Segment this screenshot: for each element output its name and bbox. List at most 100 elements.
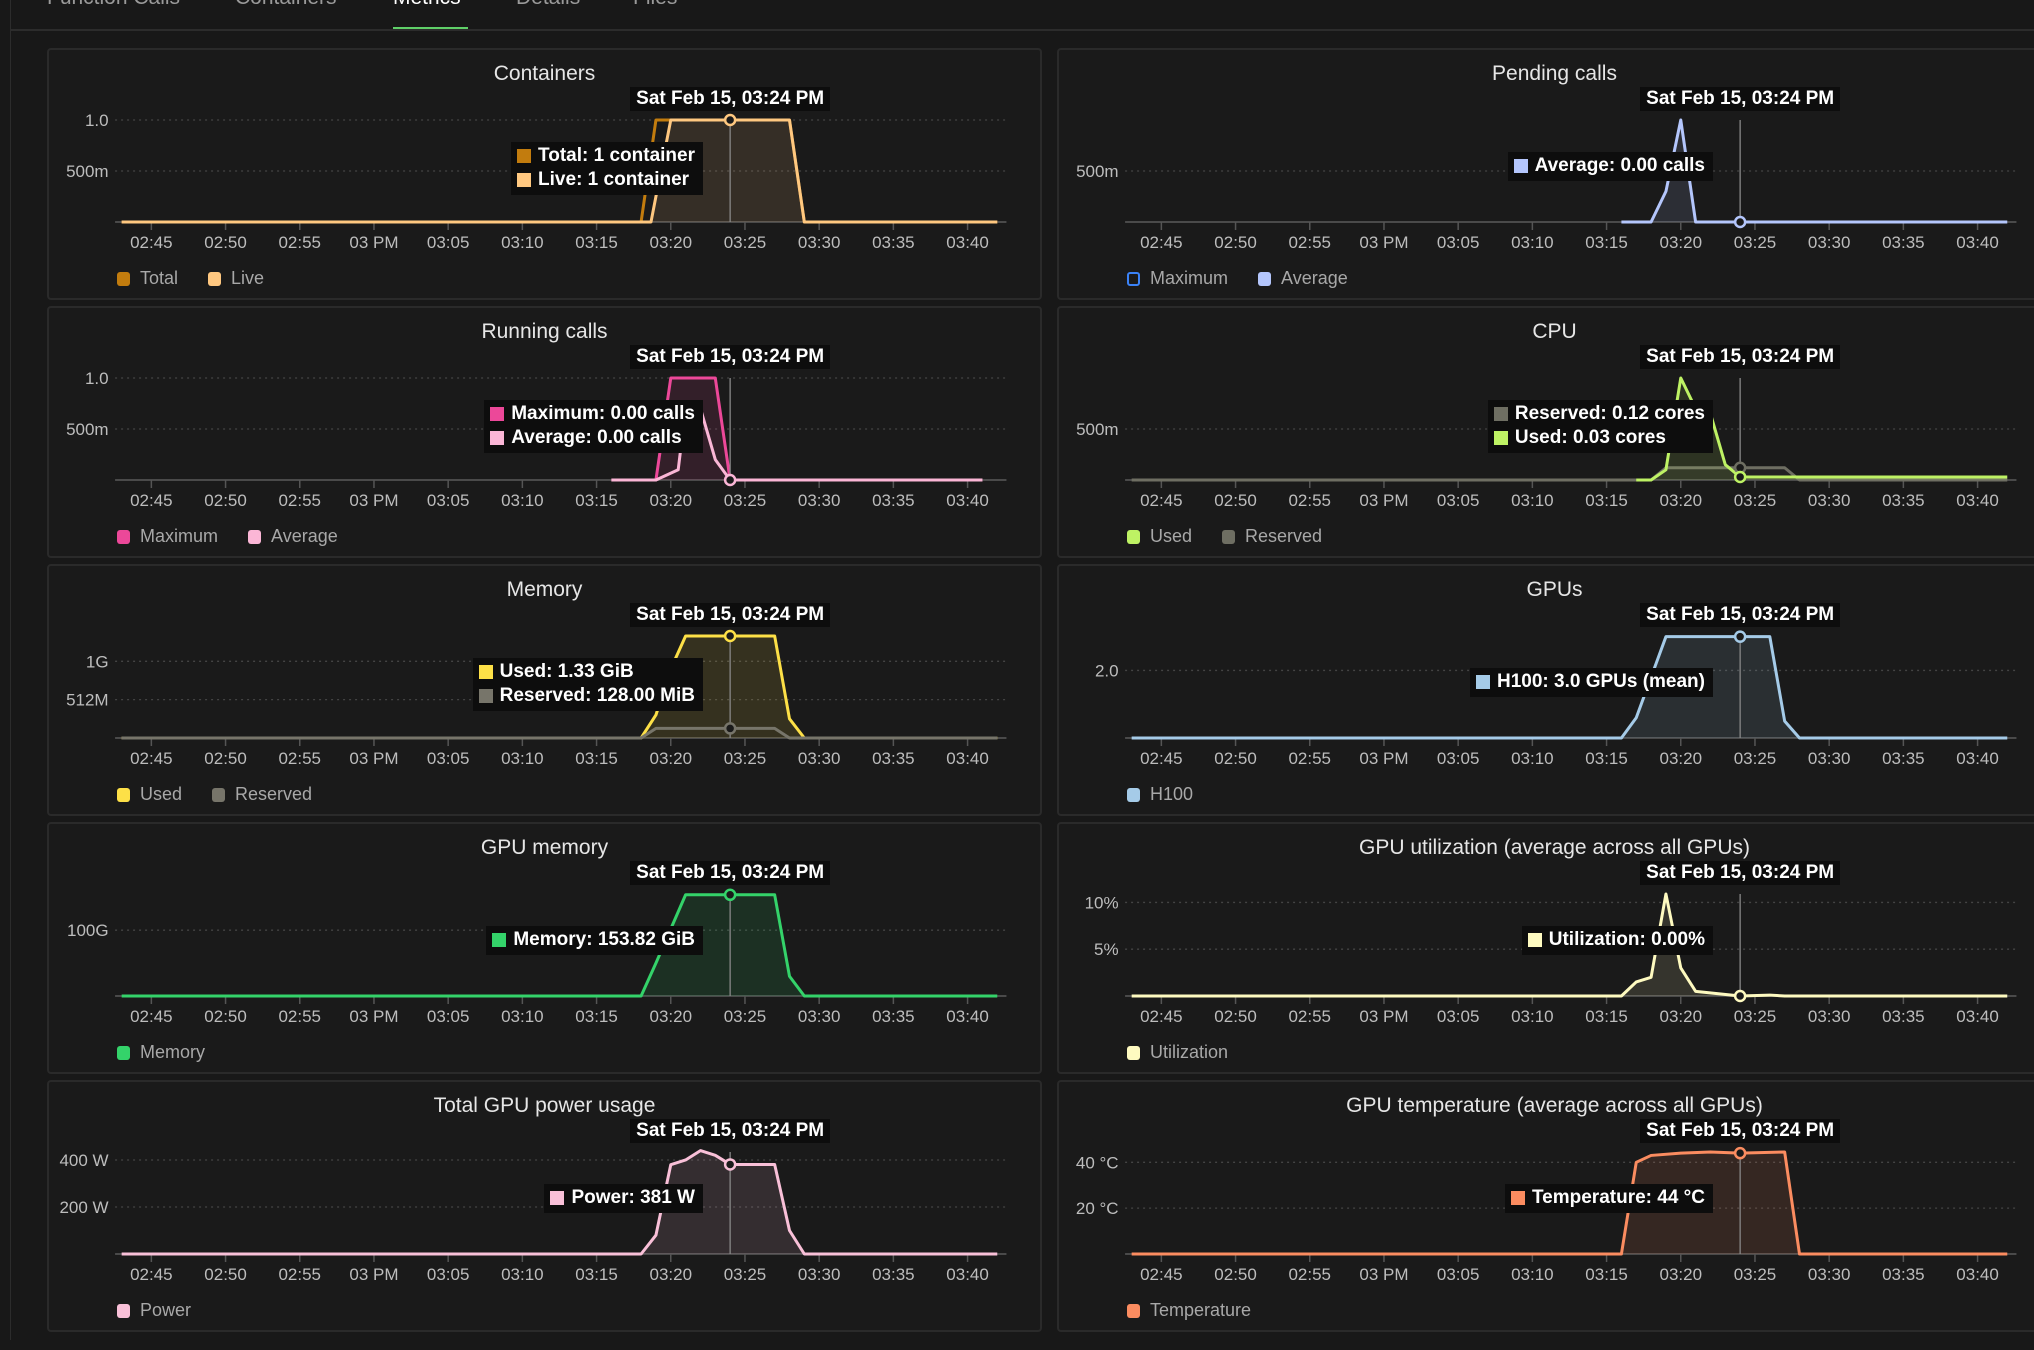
legend-swatch (1127, 529, 1140, 544)
y-tick-label: 40 °C (1076, 1153, 1119, 1172)
x-tick-label: 02:45 (1140, 749, 1183, 768)
chart-panel: Total GPU power usage 400 W 200 W 02:45 02:5… (47, 1080, 1042, 1332)
tooltip-line: Average: 0.00 calls (490, 426, 695, 450)
legend-label: Used (1150, 526, 1193, 546)
legend-label: Total (140, 268, 179, 288)
legend-item[interactable]: Utilization (1127, 1042, 1228, 1063)
y-tick-label: 200 W (59, 1198, 108, 1217)
cursor-marker (723, 888, 737, 902)
tooltip-line: H100: 3.0 GPUs (mean) (1475, 670, 1705, 694)
x-tick-label: 03 PM (349, 1265, 398, 1284)
tab-files[interactable]: Files (633, 0, 677, 10)
x-tick-label: 03:15 (575, 1265, 618, 1284)
tooltip-line: Power: 381 W (550, 1186, 695, 1210)
legend-item[interactable]: Temperature (1127, 1300, 1251, 1321)
x-tick-label: 03 PM (349, 749, 398, 768)
legend-item[interactable]: Used (117, 784, 182, 805)
cursor-marker (723, 1158, 737, 1171)
x-tick-label: 03:35 (872, 1265, 915, 1284)
x-tick-label: 02:45 (130, 491, 173, 510)
x-tick-label: 03 PM (349, 1007, 398, 1026)
tooltip-text: Used: 0.03 cores (1514, 427, 1666, 448)
legend-item[interactable]: Maximum (1127, 268, 1228, 289)
x-tick-label: 02:50 (204, 749, 247, 768)
x-tick-label: 03:05 (427, 233, 470, 252)
chart-tooltip: Memory: 153.82 GiB (486, 926, 703, 955)
x-tick-label: 02:55 (1288, 749, 1331, 768)
x-tick-label: 03 PM (1359, 491, 1408, 510)
x-tick-label: 03:05 (427, 491, 470, 510)
x-tick-label: 03:20 (1659, 233, 1702, 252)
legend-item[interactable]: Live (208, 268, 264, 289)
cursor-time-label: Sat Feb 15, 03:24 PM (1640, 345, 1841, 369)
legend-item[interactable]: Power (117, 1300, 191, 1321)
legend-item[interactable]: Used (1127, 526, 1192, 547)
legend-label: Maximum (140, 526, 219, 546)
legend-item[interactable]: Reserved (1222, 526, 1322, 547)
y-tick-label: 10% (1085, 893, 1119, 912)
tab-details[interactable]: Details (516, 0, 580, 10)
x-tick-label: 03:05 (1437, 749, 1480, 768)
chart-tooltip: Utilization: 0.00% (1521, 926, 1713, 955)
legend-item[interactable]: Average (1258, 268, 1348, 289)
x-tick-label: 03:15 (575, 233, 618, 252)
x-tick-label: 02:55 (278, 1007, 321, 1026)
x-tick-label: 02:55 (1288, 233, 1331, 252)
legend-item[interactable]: H100 (1127, 784, 1193, 805)
y-tick-label: 5% (1094, 940, 1119, 959)
x-tick-label: 03:25 (724, 491, 767, 510)
legend-label: Utilization (1150, 1042, 1229, 1062)
legend-item[interactable]: Total (117, 268, 178, 289)
legend-label: Power (140, 1300, 192, 1320)
tooltip-line: Maximum: 0.00 calls (490, 402, 695, 426)
chart-title: GPU temperature (average across all GPUs… (1346, 1094, 1763, 1117)
legend-item[interactable]: Maximum (117, 526, 218, 547)
chart-tooltip: H100: 3.0 GPUs (mean) (1469, 668, 1713, 697)
cursor-marker (723, 113, 737, 127)
tooltip-swatch (478, 665, 493, 679)
series-area-power (121, 1150, 998, 1254)
x-tick-label: 03:30 (1808, 491, 1851, 510)
chart-legend: H100 (1127, 784, 1193, 805)
legend-item[interactable]: Average (248, 526, 338, 547)
legend-label: Live (231, 268, 265, 288)
tooltip-swatch (1510, 1191, 1525, 1205)
chart-title: GPU memory (480, 836, 609, 859)
legend-item[interactable]: Reserved (212, 784, 312, 805)
tooltip-line: Memory: 153.82 GiB (492, 928, 695, 952)
x-tick-label: 03:05 (1437, 233, 1480, 252)
series-line-utilization (1131, 892, 2008, 998)
x-tick-label: 03:05 (1437, 491, 1480, 510)
series-area-live (121, 120, 998, 222)
legend-swatch (117, 787, 130, 802)
tooltip-swatch (492, 933, 507, 947)
x-tick-label: 02:50 (1214, 233, 1257, 252)
series-line-power (121, 1149, 998, 1256)
x-tick-label: 03:35 (872, 233, 915, 252)
chart-panel: Containers 1.0 500m 02:45 02:50 02:55 03 PM 03:… (47, 48, 1042, 300)
x-tick-label: 03:40 (1956, 233, 1999, 252)
tooltip-text: Temperature: 44 °C (1531, 1187, 1705, 1208)
cursor-time-label: Sat Feb 15, 03:24 PM (630, 345, 831, 369)
cursor-marker (1733, 1146, 1747, 1160)
x-tick-label: 03:30 (798, 491, 841, 510)
tooltip-swatch (1513, 159, 1528, 173)
x-tick-label: 03:30 (1808, 749, 1851, 768)
x-tick-label: 03:25 (724, 749, 767, 768)
tooltip-text: Reserved: 128.00 MiB (499, 685, 695, 706)
tab-metrics[interactable]: Metrics (393, 0, 461, 10)
x-tick-label: 03:10 (501, 233, 544, 252)
legend-item[interactable]: Memory (117, 1042, 205, 1063)
tab-function-calls[interactable]: Function Calls (47, 0, 180, 10)
x-tick-label: 03:35 (1882, 1007, 1925, 1026)
x-tick-label: 03:35 (872, 1007, 915, 1026)
tab-containers[interactable]: Containers (235, 0, 337, 10)
x-tick-label: 03:10 (1511, 1265, 1554, 1284)
x-tick-label: 03:35 (1882, 491, 1925, 510)
cursor-time-label: Sat Feb 15, 03:24 PM (630, 87, 831, 111)
x-tick-label: 03:35 (1882, 233, 1925, 252)
legend-swatch (117, 1303, 130, 1318)
x-tick-label: 03:20 (649, 1007, 692, 1026)
chart-legend: Power (117, 1300, 191, 1321)
x-tick-label: 03:20 (1659, 1007, 1702, 1026)
